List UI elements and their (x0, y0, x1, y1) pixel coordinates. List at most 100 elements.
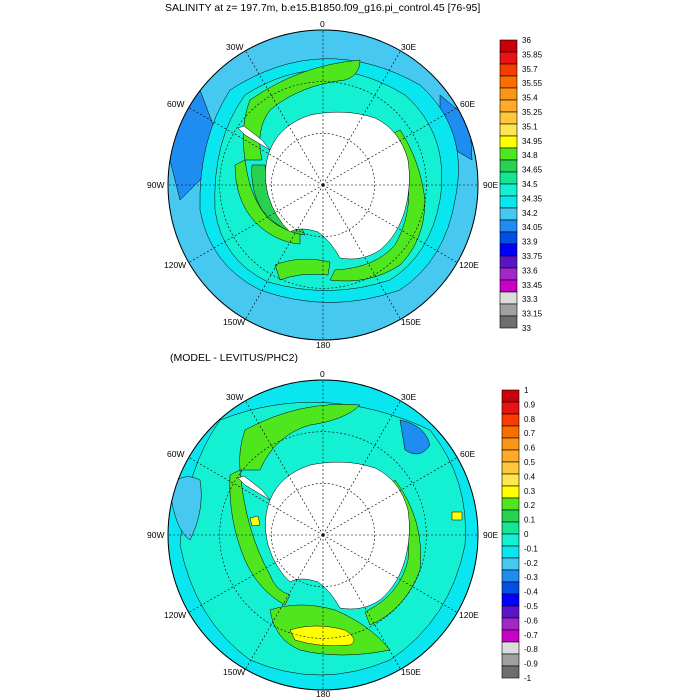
lon-label: 60E (460, 449, 475, 459)
colorbar-label: 35.1 (522, 122, 538, 131)
blue-patch (169, 476, 202, 541)
green-band (229, 469, 291, 606)
meridian-line (322, 184, 458, 263)
colorbar-swatch (501, 389, 520, 403)
colorbar-swatch (499, 303, 518, 317)
colorbar-label: 33.45 (522, 281, 543, 290)
colorbar-swatch (499, 111, 518, 125)
top-panel-title: SALINITY at z= 197.7m, b.e15.B1850.f09_g… (165, 2, 481, 14)
meridian-line (245, 534, 324, 670)
lon-label: 90E (483, 530, 498, 540)
colorbar-swatch (499, 291, 518, 305)
colorbar-label: -0.8 (524, 645, 538, 654)
colorbar-label: 34.8 (522, 151, 538, 160)
antarctica (265, 461, 410, 610)
map-border (167, 379, 479, 691)
colorbar-swatch (499, 75, 518, 89)
colorbar-swatch (501, 605, 520, 619)
colorbar-bottom: 1 0.9 0.8 0.7 0.6 0.5 0.4 0.3 0.2 0.1 0 -0.1 -0.2 -0.… (501, 386, 538, 683)
colorbar-swatch (501, 497, 520, 511)
lon-label: 120E (459, 260, 479, 270)
colorbar-swatch (501, 461, 520, 475)
colorbar-swatch (501, 413, 520, 427)
lon-label: 150E (401, 667, 421, 677)
lon-label: 60W (167, 99, 184, 109)
colorbar-label: 0.5 (524, 458, 536, 467)
colorbar-label: 35.85 (522, 50, 543, 59)
colorbar-swatch (501, 665, 520, 679)
colorbar-swatch (499, 159, 518, 173)
colorbar-swatch (499, 195, 518, 209)
colorbar-swatch (499, 279, 518, 293)
latitude-circle (271, 483, 375, 587)
colorbar-swatch (499, 267, 518, 281)
colorbar-label: 35.55 (522, 79, 543, 88)
colorbar-label: 34.05 (522, 223, 543, 232)
lon-label: 120W (164, 260, 186, 270)
lon-label: 90W (147, 180, 164, 190)
colorbar-label: 0.7 (524, 429, 536, 438)
colorbar-swatch (499, 255, 518, 269)
difference-map (167, 379, 479, 691)
salinity-map (167, 29, 479, 341)
colorbar-swatch (501, 569, 520, 583)
colorbar-swatch (499, 99, 518, 113)
lon-label: 90W (147, 530, 164, 540)
lon-label: 30W (226, 392, 243, 402)
colorbar-label: -0.3 (524, 573, 538, 582)
green-band (239, 404, 361, 471)
colorbar-swatch (501, 533, 520, 547)
colorbar-label: 35.25 (522, 108, 543, 117)
lon-label: 180 (316, 340, 330, 350)
colorbar-label: 0.9 (524, 400, 536, 409)
colorbar-swatch (499, 243, 518, 257)
colorbar-label: 34.35 (522, 194, 543, 203)
colorbar-label: 33.15 (522, 310, 543, 319)
antarctic-peninsula (237, 475, 271, 501)
colorbar-label: -0.5 (524, 602, 538, 611)
colorbar-label: 34.5 (522, 180, 538, 189)
map-border (167, 29, 479, 341)
meridian-line (245, 184, 324, 320)
colorbar-label: 33 (522, 324, 531, 333)
colorbar-swatch (501, 641, 520, 655)
colorbar-swatch (499, 63, 518, 77)
colorbar-swatch (501, 449, 520, 463)
colorbar-swatch (499, 135, 518, 149)
lon-labels-top: 0 30E 60E 90E 120E 150E 180 150W 120W 90… (147, 19, 498, 350)
colorbar-swatch (499, 183, 518, 197)
colorbar-swatch (501, 401, 520, 415)
colorbar-label: 1 (524, 386, 529, 395)
colorbar-label: -0.1 (524, 544, 538, 553)
colorbar-top: 36 35.85 35.7 35.55 35.4 35.25 35.1 34.95 34.8 34… (499, 36, 543, 333)
lon-label: 90E (483, 180, 498, 190)
colorbar-swatch (501, 437, 520, 451)
lon-label: 150E (401, 317, 421, 327)
antarctic-peninsula (237, 125, 271, 151)
blue-patch (399, 419, 431, 455)
colorbar-label: -1 (524, 674, 532, 683)
colorbar-swatch (501, 557, 520, 571)
colorbar-label: -0.9 (524, 660, 538, 669)
colorbar-swatch (501, 521, 520, 535)
colorbar-swatch (499, 315, 518, 329)
colorbar-label: 36 (522, 36, 531, 45)
colorbar-swatch (499, 219, 518, 233)
meridian-line (322, 184, 401, 320)
antarctica (265, 111, 410, 260)
colorbar-swatch (499, 231, 518, 245)
colorbar-swatch (499, 123, 518, 137)
colorbar-label: 0.3 (524, 487, 536, 496)
colorbar-swatch (501, 509, 520, 523)
colorbar-label: 35.4 (522, 94, 538, 103)
colorbar-swatch (499, 207, 518, 221)
colorbar-swatch (499, 51, 518, 65)
yellow-anomaly (289, 625, 355, 647)
lon-label: 60W (167, 449, 184, 459)
lon-label: 30E (401, 392, 416, 402)
colorbar-label: 33.6 (522, 266, 538, 275)
colorbar-label: 34.95 (522, 137, 543, 146)
latitude-circle (219, 81, 427, 289)
yellow-anomaly (451, 511, 463, 521)
lon-label: 30E (401, 42, 416, 52)
